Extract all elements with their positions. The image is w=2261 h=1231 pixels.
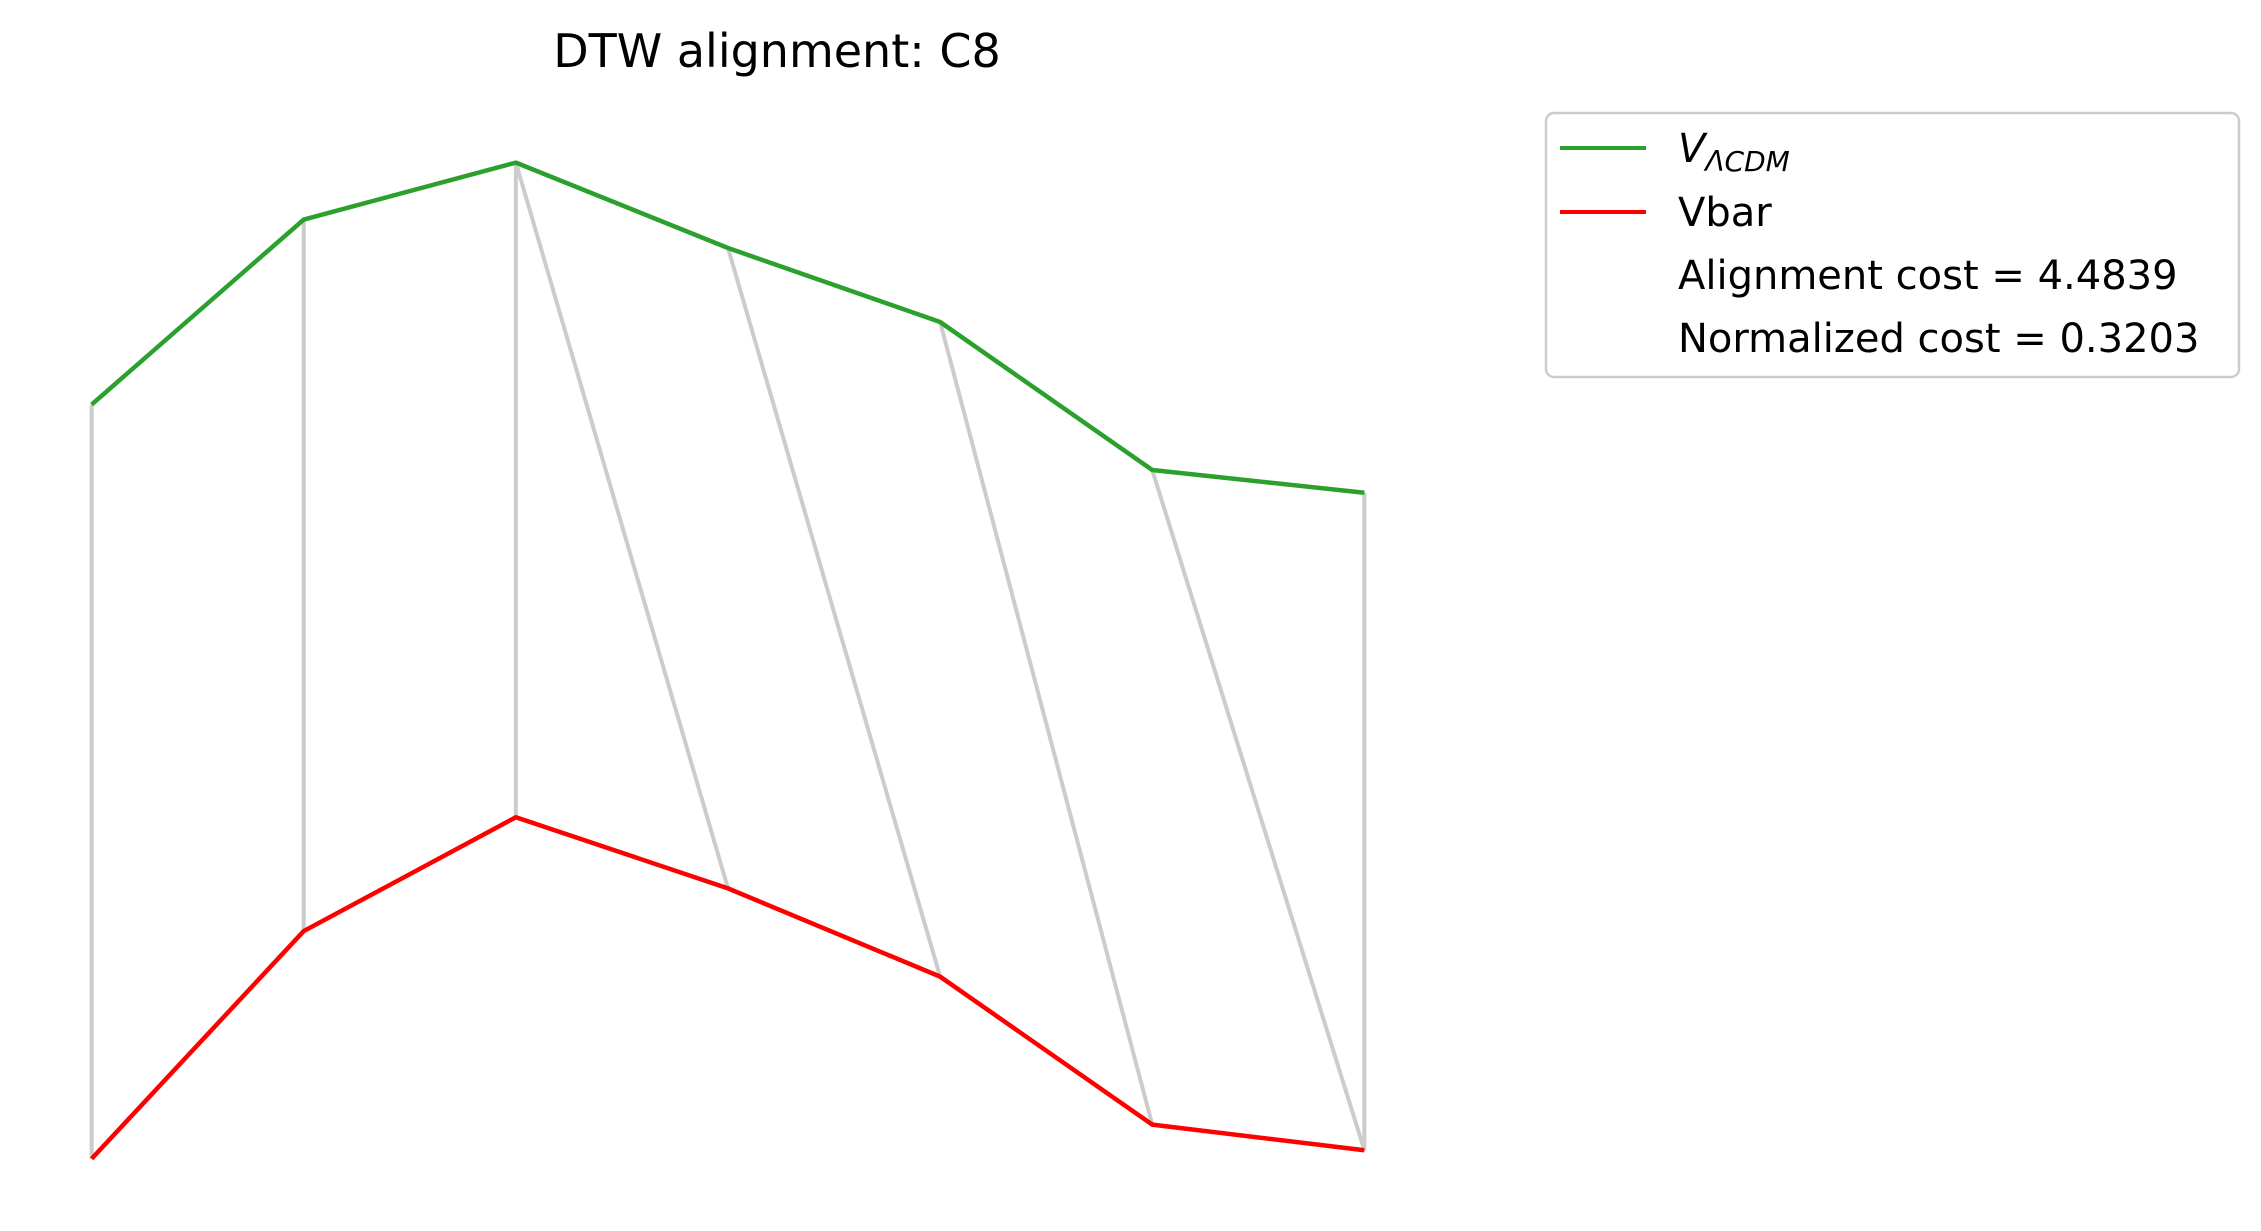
legend-normalized-cost: Normalized cost = 0.3203 — [1678, 316, 2199, 362]
chart-title: DTW alignment: C8 — [553, 24, 1001, 78]
series-line-vbar — [89, 814, 1365, 1161]
legend-alignment-cost: Alignment cost = 4.4839 — [1678, 253, 2178, 299]
series-lines — [89, 160, 1365, 1161]
alignment-line-5 — [938, 321, 1155, 1126]
series-line-v-lcdm — [90, 160, 1365, 496]
legend: VΛCDM Vbar Alignment cost = 4.4839 Norma… — [1544, 111, 2241, 379]
legend-box — [1544, 111, 2241, 379]
alignment-line-6 — [1150, 469, 1367, 1151]
alignment-lines — [89, 162, 1367, 1159]
alignment-line-3 — [513, 162, 730, 889]
legend-label-v-lcdm: VΛCDM — [1678, 126, 1790, 178]
legend-label-v-lcdm-subscript: ΛCDM — [1703, 145, 1789, 178]
legend-label-v-lcdm-main: V — [1678, 126, 1708, 172]
alignment-line-4 — [726, 247, 943, 978]
legend-label-vbar: Vbar — [1678, 190, 1772, 236]
